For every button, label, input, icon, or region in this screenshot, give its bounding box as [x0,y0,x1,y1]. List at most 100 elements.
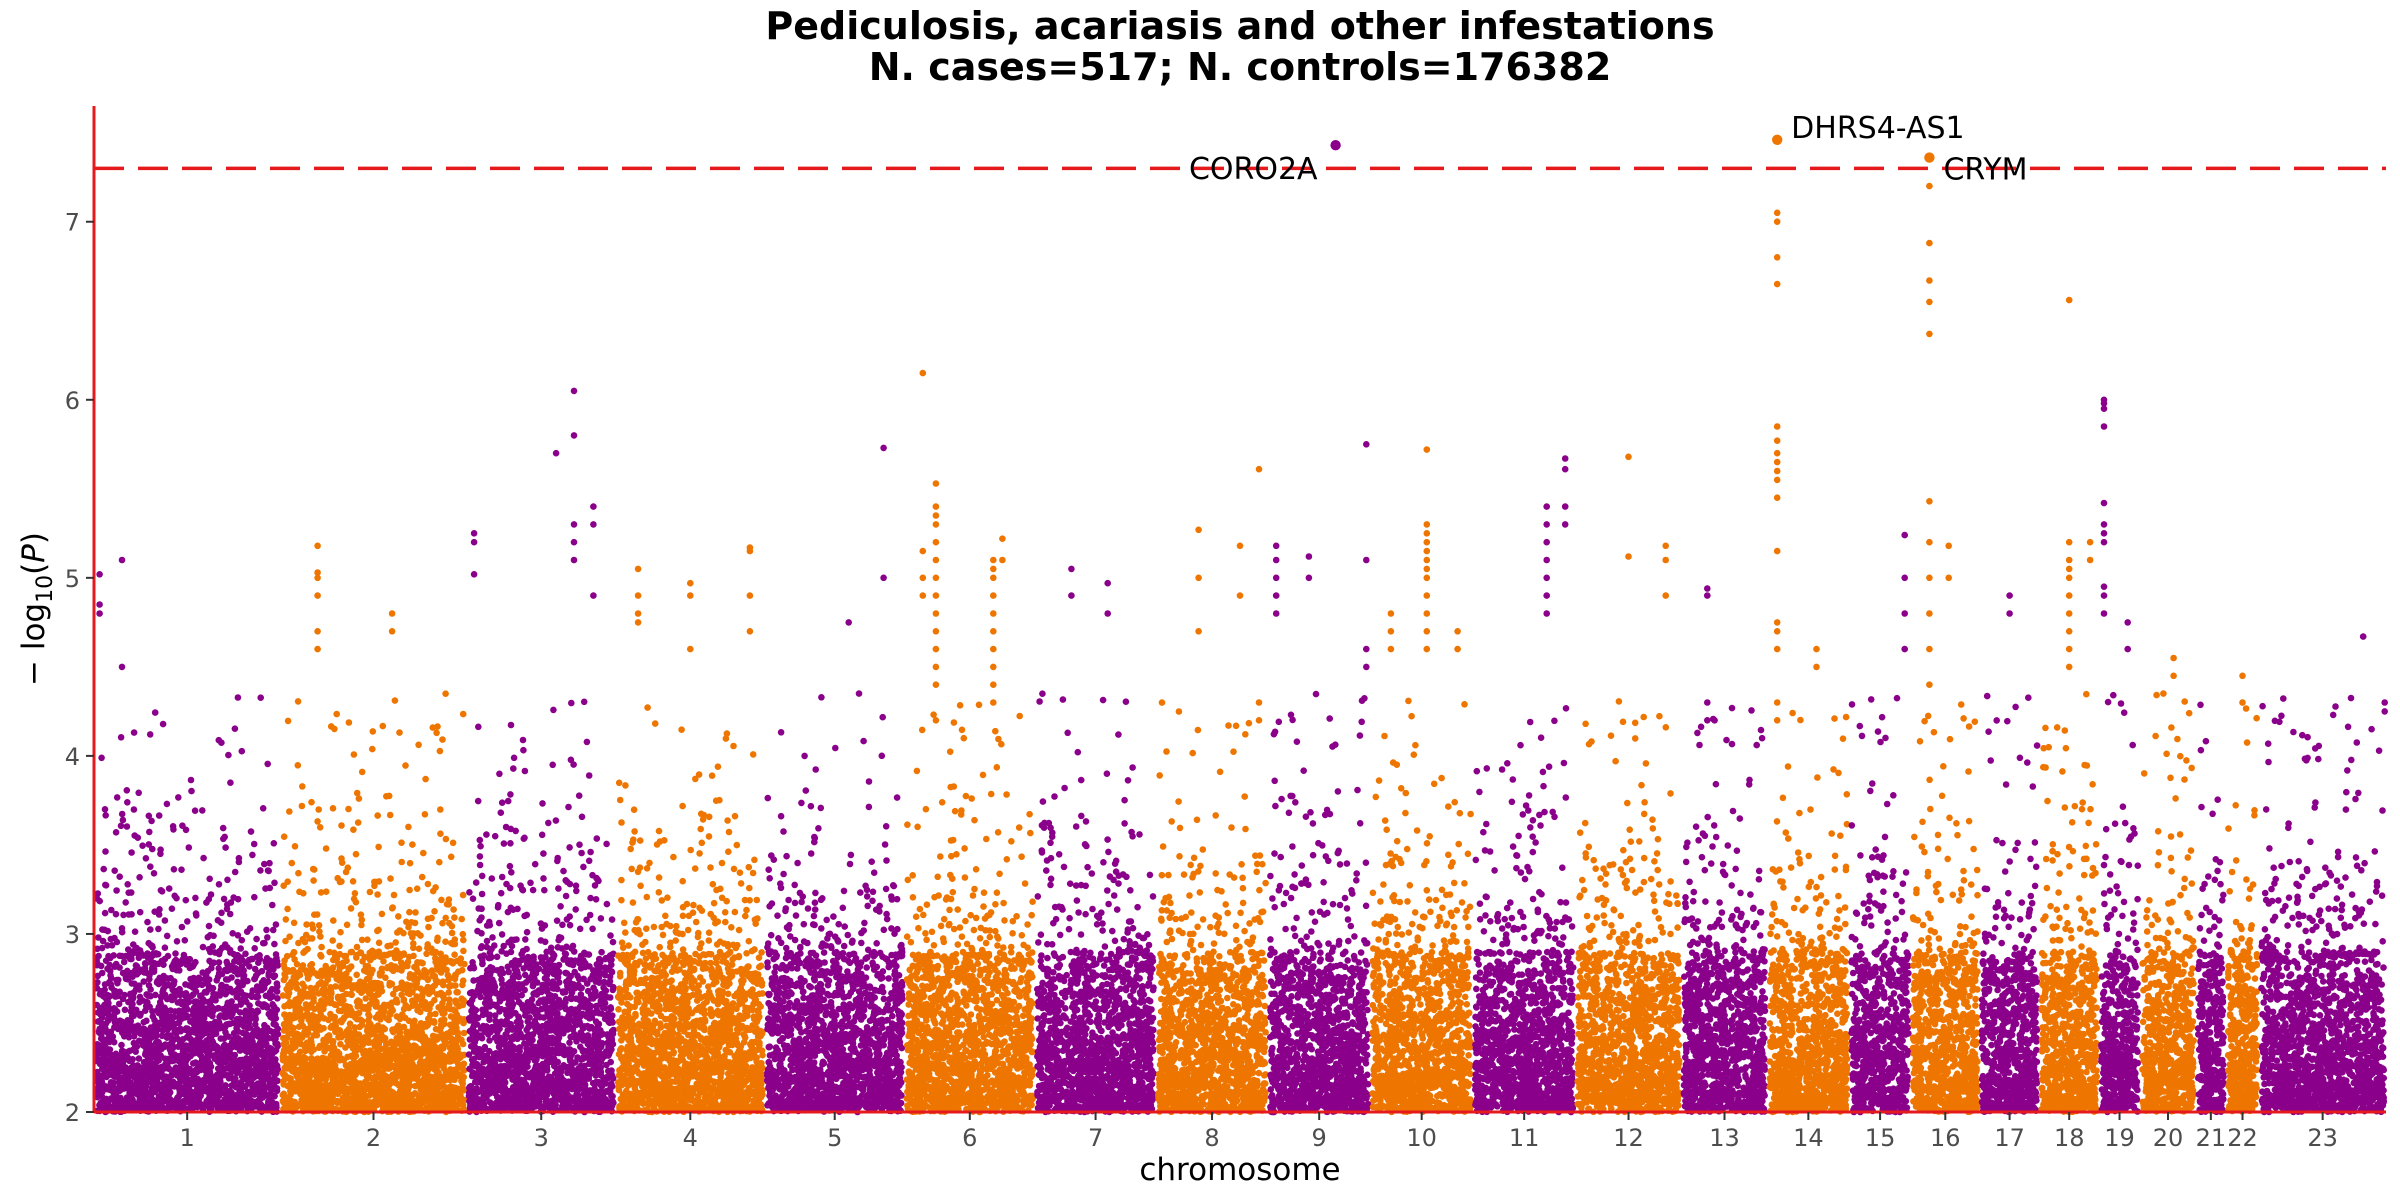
snp-point [280,833,288,840]
snp-point [112,829,120,836]
snp-point [110,1006,118,1013]
chart-title-block: Pediculosis, acariasis and other infesta… [0,6,2400,88]
snp-point [142,960,149,968]
snp-point [333,710,341,718]
snp-point [312,970,320,977]
snp-point [170,1013,178,1021]
snp-point [206,875,213,883]
snp-point [392,1072,400,1079]
snp-point [400,929,407,937]
snp-point [119,816,127,824]
snp-point [425,923,432,931]
snp-point [387,1088,395,1095]
snp-point [264,934,271,941]
snp-point [418,1001,425,1009]
snp-point [313,1028,320,1035]
snp-point [146,828,153,836]
snp-point [98,1031,105,1038]
snp-point [331,725,338,733]
snp-point [346,1036,353,1043]
snp-point [329,937,337,944]
snp-point [122,899,129,906]
snp-point [210,932,217,940]
snp-point [134,1065,141,1072]
snp-point [265,1010,273,1018]
snp-point [358,768,366,776]
snp-point [451,951,458,958]
snp-point [318,943,325,951]
snp-point [315,806,323,813]
snp-point [333,1001,340,1009]
snp-point [184,918,191,925]
snp-point [235,985,242,992]
snp-point [301,1098,309,1105]
snp-point [223,1050,231,1058]
snp-point [260,977,267,984]
snp-point [196,1040,203,1047]
chromosome-3-points [465,698,617,1116]
snp-point [238,747,246,755]
snp-point [375,926,382,934]
snp-point [409,841,416,848]
snp-point [254,1007,261,1014]
snp-point [167,1046,174,1054]
snp-point [409,1091,417,1099]
snp-point [345,805,352,813]
snp-point [288,859,296,867]
snp-point [294,762,302,769]
chromosome-1-points [92,694,282,1116]
snp-point [457,955,465,962]
snp-point [264,1045,272,1053]
snp-point [295,939,302,947]
snp-point [234,978,241,986]
snp-point [104,927,112,935]
snp-point [172,950,179,957]
snp-point [215,950,223,958]
snp-point [587,894,594,902]
snp-point [123,787,131,794]
snp-point [410,940,417,947]
snp-point [284,717,292,725]
snp-point [387,1011,394,1018]
snp-point [340,1079,348,1087]
snp-point [336,942,343,950]
snp-point [113,794,121,801]
snp-point [115,1056,122,1064]
snp-point [188,787,195,795]
snp-point [162,1063,170,1071]
snp-point [312,1101,320,1108]
snp-point [151,709,159,716]
snp-point [313,911,321,918]
snp-point [243,1092,251,1099]
snp-point [279,1078,287,1085]
snp-point [360,1050,368,1058]
snp-point [295,869,302,877]
snp-point [226,910,234,918]
snp-point [431,996,438,1004]
snp-point [295,1023,303,1030]
snp-point [145,1037,153,1044]
snp-point [151,1102,159,1110]
snp-point [230,950,238,958]
snp-point [127,990,134,998]
snp-point [126,972,133,980]
snp-point [351,1035,359,1043]
snp-point [522,936,529,943]
snp-point [380,1045,388,1052]
snp-point [355,795,363,802]
snp-point [141,1085,149,1093]
snp-point [428,1084,435,1091]
snp-point [402,1001,410,1009]
snp-point [182,981,189,988]
snp-point [196,1100,203,1107]
snp-point [192,1005,199,1013]
snp-point [330,1044,338,1051]
snp-point [227,1007,235,1015]
snp-point [388,1051,395,1059]
snp-point [344,1063,351,1070]
snp-point [330,956,337,964]
snp-point [352,1042,360,1049]
snp-point [424,1092,431,1100]
snp-point [398,967,405,974]
snp-point [111,1086,118,1094]
